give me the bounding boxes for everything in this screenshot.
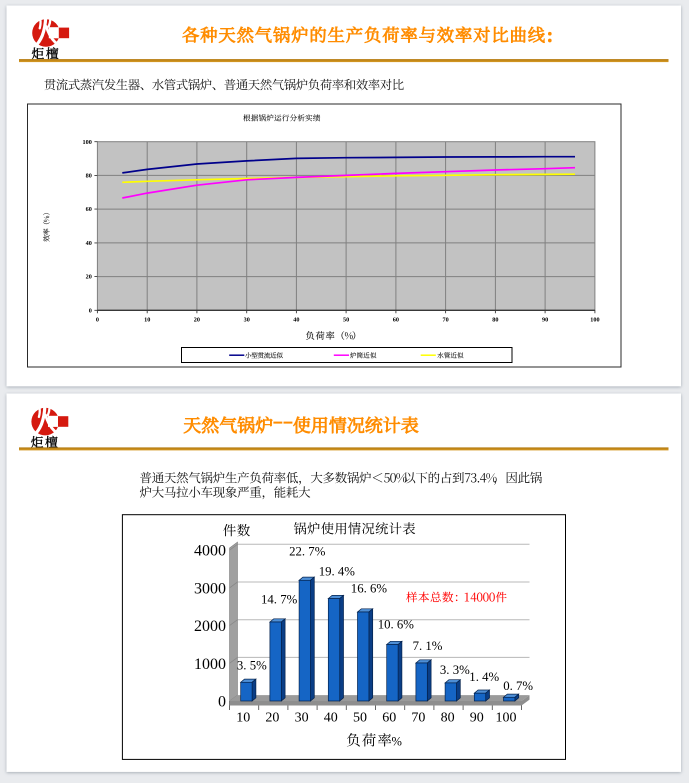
svg-text:2000: 2000 xyxy=(194,618,226,635)
svg-text:%: % xyxy=(392,734,402,748)
svg-text:20: 20 xyxy=(265,711,279,726)
svg-text:70: 70 xyxy=(443,317,449,324)
svg-text:60: 60 xyxy=(382,711,396,726)
svg-text:3. 5%: 3. 5% xyxy=(237,658,267,672)
svg-text:14. 7%: 14. 7% xyxy=(261,593,298,607)
svg-text:40: 40 xyxy=(86,240,92,247)
svg-text:30: 30 xyxy=(295,711,309,726)
svg-text:100: 100 xyxy=(496,711,517,726)
svg-text:3. 3%: 3. 3% xyxy=(440,663,470,677)
svg-text:0: 0 xyxy=(96,317,99,324)
svg-text:100: 100 xyxy=(590,317,599,324)
svg-text:4000: 4000 xyxy=(194,543,226,560)
svg-text:10: 10 xyxy=(236,711,250,726)
svg-text:80: 80 xyxy=(86,173,92,180)
svg-text:20: 20 xyxy=(194,317,200,324)
svg-text:20: 20 xyxy=(86,274,92,281)
svg-text:50: 50 xyxy=(343,317,349,324)
svg-text:90: 90 xyxy=(470,711,484,726)
svg-text:19. 4%: 19. 4% xyxy=(319,564,356,578)
svg-text:16. 6%: 16. 6% xyxy=(351,582,388,596)
svg-text:10. 6%: 10. 6% xyxy=(378,617,415,631)
svg-text:0: 0 xyxy=(218,694,226,711)
svg-text:30: 30 xyxy=(244,317,250,324)
svg-text:22. 7%: 22. 7% xyxy=(289,545,326,559)
svg-text:80: 80 xyxy=(441,711,455,726)
svg-text:80: 80 xyxy=(492,317,498,324)
svg-text:0. 7%: 0. 7% xyxy=(503,679,533,693)
svg-text:70: 70 xyxy=(411,711,425,726)
svg-text:7. 1%: 7. 1% xyxy=(413,639,443,653)
svg-text:1. 4%: 1. 4% xyxy=(469,670,499,684)
svg-text:60: 60 xyxy=(393,317,399,324)
svg-text:90: 90 xyxy=(542,317,548,324)
svg-text:0: 0 xyxy=(89,307,92,314)
svg-text:40: 40 xyxy=(293,317,299,324)
svg-text:100: 100 xyxy=(83,139,92,146)
svg-text:40: 40 xyxy=(324,711,338,726)
svg-text:60: 60 xyxy=(86,206,92,213)
svg-text:50: 50 xyxy=(353,711,367,726)
svg-text:1000: 1000 xyxy=(194,656,226,673)
svg-text:10: 10 xyxy=(144,317,150,324)
svg-text:3000: 3000 xyxy=(194,580,226,597)
